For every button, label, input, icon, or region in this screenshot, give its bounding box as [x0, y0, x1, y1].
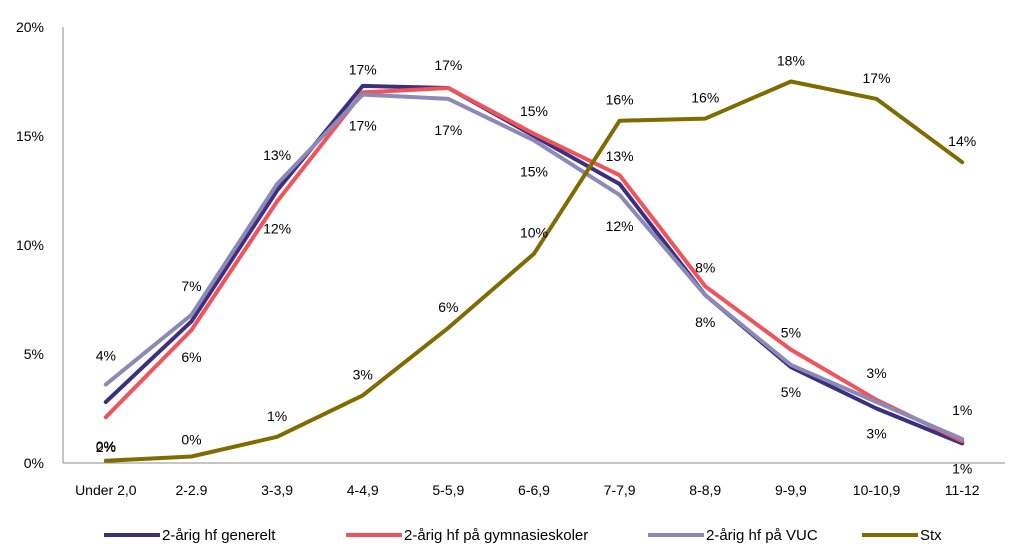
y-tick-label: 10% [16, 237, 44, 253]
data-label: 17% [349, 118, 377, 134]
legend-label: 2-årig hf på VUC [706, 527, 818, 544]
data-label: 5% [781, 384, 801, 400]
data-label: 2% [96, 439, 116, 455]
data-label: 13% [606, 148, 634, 164]
data-label: 7% [181, 278, 201, 294]
x-tick-label: 7-7,9 [604, 482, 636, 498]
x-tick-label: Under 2,0 [75, 482, 137, 498]
data-label: 1% [952, 402, 972, 418]
y-tick-label: 15% [16, 128, 44, 144]
x-tick-label: 4-4,9 [347, 482, 379, 498]
data-label: 10% [520, 225, 548, 241]
data-labels: 3% 1% 2% 6% 12% 17% 17% 15% 13% 8% 5% 4% 7% 13% 17% 17%… [96, 53, 976, 477]
legend-label: 2-årig hf på gymnasieskoler [404, 527, 588, 544]
series-line [103, 92, 965, 441]
x-tick-label: 2-2.9 [175, 482, 207, 498]
data-label: 3% [866, 365, 886, 381]
data-label: 1% [952, 460, 972, 476]
x-axis-ticks: Under 2,0 2-2.9 3-3,9 4-4,9 5-5,9 6-6,9 7-7,9 8… [75, 482, 980, 498]
series-line [103, 86, 965, 444]
y-tick-label: 5% [24, 346, 44, 362]
data-label: 18% [777, 53, 805, 69]
data-label: 17% [434, 57, 462, 73]
y-tick-label: 0% [24, 455, 44, 471]
x-tick-label: 5-5,9 [432, 482, 464, 498]
x-tick-label: 11-12 [945, 482, 980, 498]
axes [62, 27, 1005, 464]
x-tick-label: 8-8,9 [689, 482, 721, 498]
data-label: 1% [267, 408, 287, 424]
data-label: 3% [866, 426, 886, 442]
data-label: 0% [96, 438, 116, 454]
y-tick-label: 20% [16, 19, 44, 35]
legend: 2-årig hf generelt 2-årig hf på gymnasies… [104, 527, 942, 544]
data-label: 15% [520, 103, 548, 119]
data-label: 17% [349, 61, 377, 77]
data-label: 16% [691, 90, 719, 106]
data-label: 12% [606, 218, 634, 234]
data-label: 15% [520, 163, 548, 179]
legend-label: 2-årig hf generelt [162, 527, 276, 544]
series-lines [103, 79, 965, 463]
x-tick-label: 10-10,9 [853, 482, 901, 498]
data-label: 6% [181, 349, 201, 365]
data-label: 14% [948, 133, 976, 149]
y-axis-ticks: 0% 5% 10% 15% 20% [16, 19, 44, 471]
data-label: 17% [434, 122, 462, 138]
data-label: 0% [181, 431, 201, 447]
data-label: 8% [695, 314, 715, 330]
data-label: 8% [695, 259, 715, 275]
data-label: 13% [263, 147, 291, 163]
data-label: 6% [438, 299, 458, 315]
data-label: 5% [781, 325, 801, 341]
data-label: 12% [263, 220, 291, 236]
legend-label: Stx [920, 527, 942, 544]
data-label: 17% [863, 70, 891, 86]
data-label: 3% [353, 366, 373, 382]
data-label: 4% [96, 348, 116, 364]
x-tick-label: 3-3,9 [261, 482, 293, 498]
x-tick-label: 9-9,9 [775, 482, 807, 498]
x-tick-label: 6-6,9 [518, 482, 550, 498]
data-label: 16% [606, 92, 634, 108]
series-line [103, 79, 965, 463]
